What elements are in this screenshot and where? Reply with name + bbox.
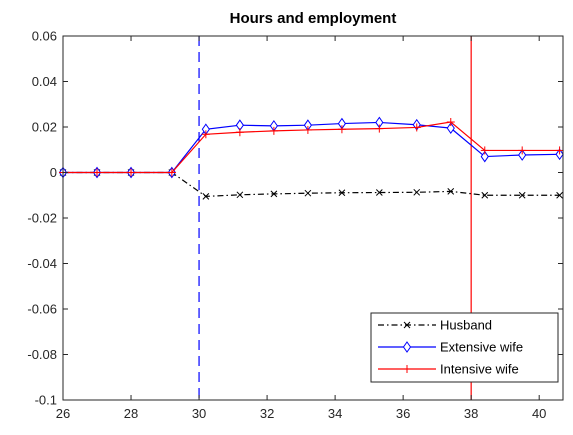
y-tick-label: -0.04 <box>27 256 57 271</box>
data-point <box>235 128 244 137</box>
x-tick-label: 40 <box>532 406 546 421</box>
data-point <box>447 188 455 195</box>
y-tick-label: 0 <box>50 165 57 180</box>
legend-entries: Husband Extensive wife Intensive wife <box>378 318 523 377</box>
data-point <box>446 117 455 126</box>
data-point <box>518 149 527 161</box>
y-tick-label: -0.1 <box>35 393 57 408</box>
data-point <box>518 191 526 199</box>
data-point <box>269 126 278 135</box>
x-tick-label: 32 <box>260 406 274 421</box>
data-point <box>375 189 383 196</box>
data-point <box>202 193 210 200</box>
y-tick-label: -0.06 <box>27 302 57 317</box>
legend-label: Husband <box>440 318 492 333</box>
data-point <box>446 122 455 135</box>
legend-marker <box>402 341 412 353</box>
data-point <box>480 150 489 163</box>
data-point <box>556 191 563 199</box>
data-point <box>338 189 346 197</box>
x-tick-label: 26 <box>56 406 70 421</box>
data-point <box>480 146 489 155</box>
y-tick-label: 0.06 <box>32 29 57 44</box>
legend-entry: Extensive wife <box>378 340 523 355</box>
legend-label: Extensive wife <box>440 340 523 355</box>
legend-label: Intensive wife <box>440 362 519 377</box>
x-tick-label: 34 <box>328 406 342 421</box>
data-point <box>412 123 421 132</box>
x-tick-label: 28 <box>124 406 138 421</box>
legend-marker <box>403 365 411 373</box>
legend-entry: Husband <box>378 318 492 333</box>
data-point <box>555 146 564 155</box>
data-point <box>304 189 312 197</box>
y-tick-label: -0.02 <box>27 211 57 226</box>
data-point <box>93 168 102 177</box>
x-tick-label: 30 <box>192 406 206 421</box>
x-tick-label: 36 <box>396 406 410 421</box>
data-point <box>167 168 176 177</box>
data-point <box>518 146 527 155</box>
series-layer <box>58 116 564 200</box>
data-point <box>127 168 136 177</box>
data-point <box>236 191 244 199</box>
data-point <box>337 125 346 134</box>
y-tick-label: 0.04 <box>32 74 57 89</box>
data-point <box>481 191 489 199</box>
legend-marker <box>403 321 411 329</box>
legend: Husband Extensive wife Intensive wife <box>370 312 559 383</box>
x-tick-label: 38 <box>464 406 478 421</box>
y-tick-label: -0.08 <box>27 347 57 362</box>
legend-entry: Intensive wife <box>378 362 519 377</box>
data-point <box>303 125 312 134</box>
data-point <box>201 130 210 139</box>
chart-title: Hours and employment <box>230 10 397 27</box>
data-point <box>413 188 421 196</box>
data-point <box>375 124 384 133</box>
data-point <box>270 190 278 198</box>
ticks-layer: 26 28 30 32 34 36 38 40 -0.1 -0.08 -0.06 -0.04 -0.02… <box>27 29 563 421</box>
y-tick-label: 0.02 <box>32 120 57 135</box>
